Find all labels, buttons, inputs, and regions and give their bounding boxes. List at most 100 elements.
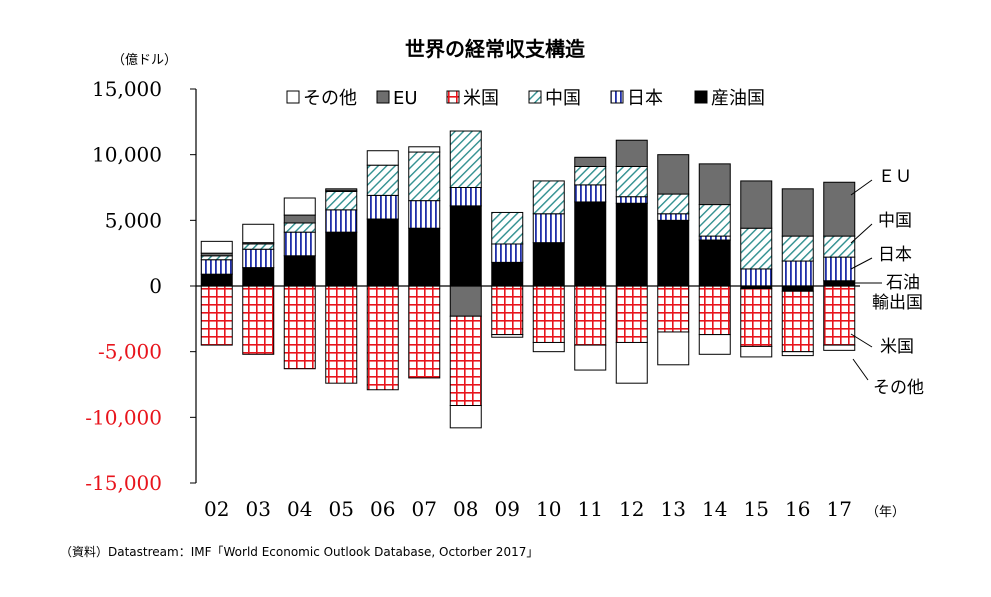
bar-japan-14 xyxy=(698,235,731,241)
y-tick-label: 10,000 xyxy=(92,143,162,167)
bar-us-02 xyxy=(200,285,233,346)
bar-other-16 xyxy=(781,351,814,357)
y-tick-label: 5,000 xyxy=(105,208,162,232)
x-tick-label: 05 xyxy=(329,497,354,521)
x-tick-label: 16 xyxy=(785,497,810,521)
bar-other-15 xyxy=(740,345,773,358)
source-note: （資料）Datastream：IMF「World Economic Outloo… xyxy=(60,545,538,559)
bar-other-11 xyxy=(574,344,607,371)
bar-china-16 xyxy=(781,235,814,262)
bar-japan-17 xyxy=(823,256,856,282)
x-tick-label: 11 xyxy=(578,497,603,521)
legend-label-other: その他 xyxy=(303,88,357,109)
bar-other-07 xyxy=(408,146,441,153)
legend-swatch-oil xyxy=(694,90,708,104)
bar-japan-04 xyxy=(283,231,316,257)
bar-eu-15 xyxy=(740,180,773,229)
bar-other-05 xyxy=(325,188,358,191)
y-axis-ticks: 15,000 10,000 5,000 0 -5,000 -10,000 -15,000 xyxy=(85,77,196,495)
annotation-label: 輸出国 xyxy=(872,293,923,313)
annotation-label: その他 xyxy=(873,378,924,398)
bar-us-10 xyxy=(532,285,565,343)
bar-other-06 xyxy=(366,150,399,166)
bar-japan-08 xyxy=(449,187,482,207)
bar-oil-04 xyxy=(283,255,316,287)
legend-swatch-eu xyxy=(376,90,390,104)
legend-label-china: 中国 xyxy=(545,88,581,109)
bar-us-12 xyxy=(615,285,648,343)
bar-eu-11 xyxy=(574,156,607,167)
bar-china-06 xyxy=(366,164,399,196)
bar-oil-11 xyxy=(574,201,607,287)
bar-us-13 xyxy=(657,285,690,333)
bar-other-09 xyxy=(491,334,524,338)
bar-china-13 xyxy=(657,193,690,215)
x-tick-label: 04 xyxy=(287,497,312,521)
bar-china-04 xyxy=(283,222,316,233)
y-tick-label: -15,000 xyxy=(85,471,162,495)
bar-china-08 xyxy=(449,130,482,189)
bar-oil-05 xyxy=(325,231,358,287)
annotation-leader-line xyxy=(850,257,873,270)
bar-us-08 xyxy=(449,315,482,407)
x-tick-label: 07 xyxy=(412,497,437,521)
x-tick-label: 13 xyxy=(661,497,686,521)
annotation-label: 米国 xyxy=(880,337,914,357)
bar-us-05 xyxy=(325,285,358,384)
bar-us-17 xyxy=(823,285,856,346)
bar-japan-13 xyxy=(657,213,690,221)
bar-us-07 xyxy=(408,285,441,379)
bar-japan-12 xyxy=(615,196,648,204)
bar-us-03 xyxy=(242,285,275,355)
bar-china-10 xyxy=(532,180,565,215)
bar-oil-12 xyxy=(615,202,648,287)
x-tick-label: 02 xyxy=(204,497,229,521)
bar-other-04 xyxy=(283,197,316,216)
chart-title: 世界の経常収支構造 xyxy=(405,37,586,61)
bar-japan-02 xyxy=(200,259,233,275)
bar-oil-08 xyxy=(449,205,482,287)
bar-other-08 xyxy=(449,405,482,429)
bar-other-17 xyxy=(823,344,856,351)
bar-other-03 xyxy=(242,223,275,244)
annotation-leader-line xyxy=(850,223,873,244)
bar-oil-02 xyxy=(200,273,233,287)
x-tick-label: 14 xyxy=(702,497,727,521)
x-tick-label: 17 xyxy=(827,497,852,521)
annotation-label: 日本 xyxy=(878,245,912,265)
bar-eu-17 xyxy=(823,181,856,237)
legend-label-us: 米国 xyxy=(463,88,499,109)
bar-us-06 xyxy=(366,285,399,391)
bar-other-14 xyxy=(698,334,731,355)
legend-swatch-japan xyxy=(610,90,624,104)
bar-japan-10 xyxy=(532,213,565,244)
legend-label-eu: EU xyxy=(393,88,418,109)
x-tick-label: 15 xyxy=(744,497,769,521)
y-tick-label: 0 xyxy=(149,274,162,298)
x-tick-label: 10 xyxy=(536,497,561,521)
bar-japan-15 xyxy=(740,268,773,287)
bar-other-12 xyxy=(615,341,648,384)
legend-swatch-other xyxy=(286,90,300,104)
bar-us-09 xyxy=(491,285,524,336)
annotation-label: 石油 xyxy=(886,273,920,293)
bar-us-04 xyxy=(283,285,316,370)
bar-us-14 xyxy=(698,285,731,336)
bar-japan-09 xyxy=(491,243,524,263)
x-tick-label: 12 xyxy=(619,497,644,521)
x-axis-ticks: 02 03 04 05 06 07 08 09 10 11 12 13 14 15 16 17 xyxy=(204,497,852,521)
legend-label-japan: 日本 xyxy=(627,88,663,109)
bar-oil-10 xyxy=(532,242,565,287)
bar-eu-12 xyxy=(615,139,648,167)
x-tick-label: 09 xyxy=(495,497,520,521)
bar-oil-14 xyxy=(698,239,731,287)
bar-china-07 xyxy=(408,151,441,202)
y-tick-label: -10,000 xyxy=(85,405,162,429)
legend: その他 EU 米国 中国 日本 産油国 xyxy=(286,88,765,109)
bar-china-14 xyxy=(698,204,731,237)
bar-eu-13 xyxy=(657,154,690,195)
bar-oil-06 xyxy=(366,218,399,287)
annotation-label: ＥＵ xyxy=(878,167,912,187)
